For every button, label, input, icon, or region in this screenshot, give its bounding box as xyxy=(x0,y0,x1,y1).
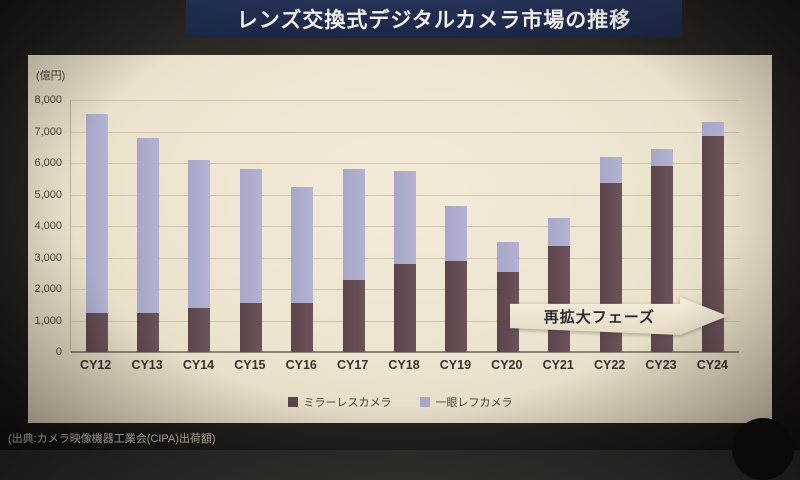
segment-mirrorless xyxy=(291,303,314,352)
segment-dslr xyxy=(496,241,519,272)
x-tick-label-CY21: CY21 xyxy=(542,358,574,372)
y-tick-label: 5,000 xyxy=(34,188,62,201)
re-expansion-arrow: 再拡大フェーズ xyxy=(510,297,728,335)
y-tick-label: 3,000 xyxy=(34,251,62,264)
gridline xyxy=(71,131,739,133)
stacked-bar-CY12 xyxy=(85,114,108,352)
x-tick-label-CY24: CY24 xyxy=(696,358,729,372)
bar-cell-CY18 xyxy=(379,100,430,352)
y-tick-label: 1,000 xyxy=(34,314,62,327)
arrow-annotation: 再拡大フェーズ xyxy=(543,308,655,326)
x-axis-labels: CY12 CY13 CY14 CY15 CY16 CY17 CY18 CY19 CY20 CY21… xyxy=(70,358,738,372)
segment-mirrorless xyxy=(239,303,262,352)
segment-mirrorless xyxy=(445,260,468,352)
x-tick-label-CY19: CY19 xyxy=(439,358,472,372)
legend-label: 一眼レフカメラ xyxy=(435,397,513,409)
gridline xyxy=(71,163,739,164)
segment-dslr xyxy=(291,186,314,304)
x-tick-label-CY22: CY22 xyxy=(593,358,626,372)
x-axis-line xyxy=(71,351,739,353)
y-tick-label: 8,000 xyxy=(34,94,62,106)
y-tick-label: 6,000 xyxy=(34,157,62,169)
segment-dslr xyxy=(239,169,262,304)
stacked-bar-CY14 xyxy=(188,159,211,352)
bar-cell-CY19 xyxy=(431,100,482,352)
segment-mirrorless xyxy=(496,271,519,352)
legend-item: ミラーレスカメラ xyxy=(287,394,392,410)
segment-mirrorless xyxy=(342,279,365,352)
bar-cell-CY16 xyxy=(277,100,328,352)
slide-title: レンズ交換式デジタルカメラ市場の推移 xyxy=(236,9,632,32)
x-tick-label-CY14: CY14 xyxy=(182,358,215,372)
y-axis: 0 1,000 2,000 3,000 4,000 5,000 6,000 7,000 8,00… xyxy=(28,94,65,358)
segment-dslr xyxy=(548,218,571,247)
segment-dslr xyxy=(342,169,365,280)
segment-mirrorless xyxy=(188,307,211,352)
legend-swatch-icon xyxy=(419,397,430,407)
x-tick-label-CY12: CY12 xyxy=(80,358,112,372)
legend-item: 一眼レフカメラ xyxy=(419,394,513,410)
stacked-bar-CY24 xyxy=(702,122,725,352)
segment-dslr xyxy=(394,170,417,264)
bar-cell-CY20 xyxy=(482,100,533,352)
x-tick-label-CY17: CY17 xyxy=(337,358,369,372)
y-tick-label: 4,000 xyxy=(34,220,62,232)
gridline xyxy=(71,100,739,101)
segment-dslr xyxy=(188,159,211,308)
segment-mirrorless xyxy=(85,312,108,352)
stacked-bar-CY17 xyxy=(342,169,365,352)
x-tick-label-CY13: CY13 xyxy=(131,358,163,372)
legend-label: ミラーレスカメラ xyxy=(303,397,392,409)
stacked-bar-CY20 xyxy=(496,241,519,352)
legend-swatch-icon xyxy=(287,397,298,407)
bar-cell-CY12 xyxy=(71,100,122,352)
segment-mirrorless xyxy=(702,136,725,352)
corner-logo xyxy=(732,418,794,480)
stacked-bar-CY13 xyxy=(137,137,160,352)
bar-cell-CY17 xyxy=(328,100,379,352)
stacked-bar-CY16 xyxy=(291,186,314,352)
segment-dslr xyxy=(650,148,673,167)
slide-title-band: レンズ交換式デジタルカメラ市場の推移 xyxy=(186,0,682,38)
chart-panel: (億円) 0 1,000 2,000 3,000 4,000 5,000 6,000 7,00… xyxy=(28,55,772,423)
chart-legend: ミラーレスカメラ 一眼レフカメラ xyxy=(28,394,772,410)
x-tick-label-CY20: CY20 xyxy=(491,358,523,372)
bar-cell-CY13 xyxy=(122,100,173,352)
x-tick-label-CY16: CY16 xyxy=(285,358,317,372)
x-tick-label-CY23: CY23 xyxy=(645,358,677,372)
bar-cell-CY14 xyxy=(174,100,225,352)
segment-mirrorless xyxy=(394,263,417,352)
y-axis-unit-label: (億円) xyxy=(36,70,66,82)
y-tick-label: 7,000 xyxy=(34,125,62,138)
y-tick-label: 0 xyxy=(55,346,62,358)
stacked-bar-CY15 xyxy=(239,169,262,352)
source-note: (出典:カメラ映像機器工業会(CIPA)出荷額) xyxy=(8,433,216,445)
x-tick-label-CY15: CY15 xyxy=(234,358,266,372)
segment-dslr xyxy=(85,114,108,313)
x-tick-label-CY18: CY18 xyxy=(388,358,420,372)
segment-mirrorless xyxy=(137,312,160,352)
bars-container xyxy=(71,100,739,352)
stacked-bar-CY18 xyxy=(394,170,417,352)
segment-dslr xyxy=(702,122,725,137)
bar-cell-CY24 xyxy=(688,100,739,352)
segment-dslr xyxy=(445,205,468,261)
plot-area xyxy=(70,100,739,353)
stacked-bar-CY19 xyxy=(445,205,468,352)
segment-dslr xyxy=(137,137,160,313)
segment-dslr xyxy=(599,156,622,184)
bar-cell-CY15 xyxy=(225,100,276,352)
y-tick-label: 2,000 xyxy=(34,283,62,295)
